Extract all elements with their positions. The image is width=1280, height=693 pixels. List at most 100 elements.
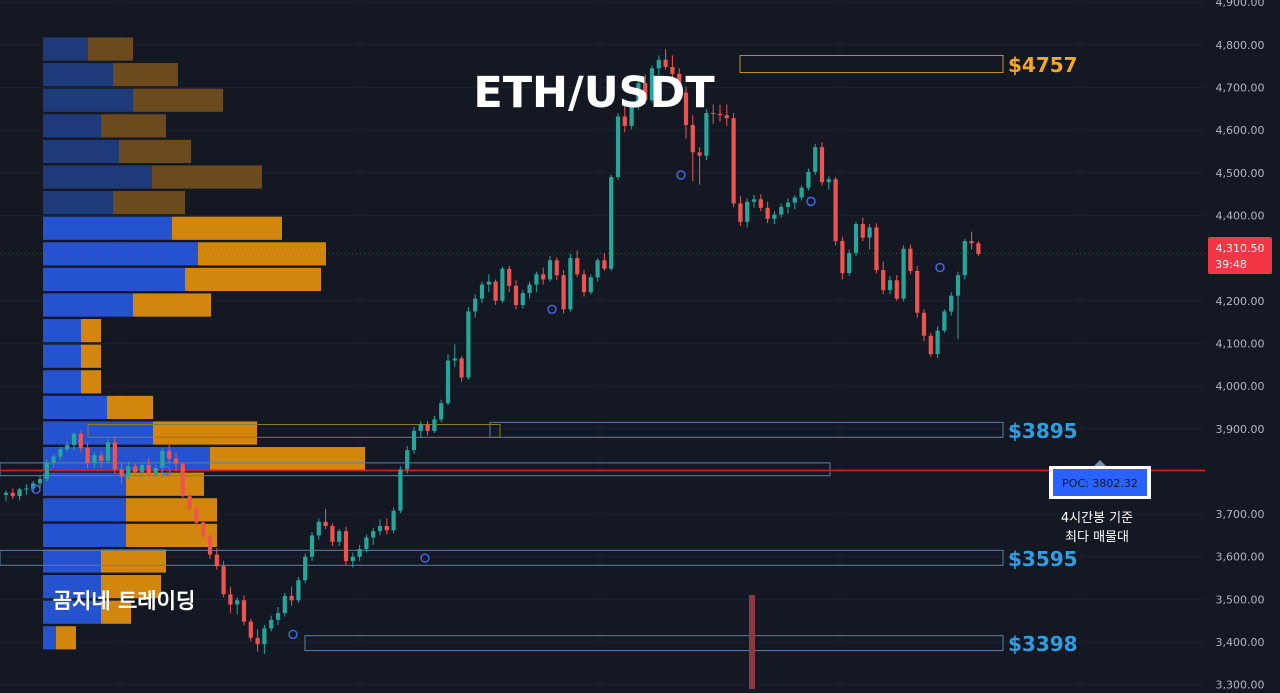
- candle-body: [595, 260, 600, 278]
- profile-sell-bar-21: [101, 575, 161, 599]
- candle-body: [554, 260, 559, 276]
- candle-body: [588, 277, 593, 293]
- profile-sell-bar-10: [133, 293, 211, 317]
- candle-body: [357, 549, 362, 557]
- candle-body: [146, 465, 151, 475]
- y-tick-label: 4,500.00: [1216, 167, 1265, 180]
- profile-buy-bar-0: [43, 37, 88, 61]
- candle-body: [255, 637, 260, 645]
- candle-body: [214, 554, 219, 567]
- candle-body: [819, 147, 825, 183]
- candle-body: [942, 311, 947, 331]
- candle-body: [609, 177, 614, 269]
- candle-body: [445, 360, 451, 404]
- candle-body: [629, 106, 634, 126]
- candle-body: [813, 147, 818, 172]
- current-price-label: 4,310.50: [1216, 242, 1265, 255]
- profile-sell-bar-22: [101, 600, 131, 624]
- candle-body: [826, 179, 831, 183]
- candle-body: [751, 199, 757, 202]
- candle-body: [391, 510, 396, 531]
- current-price-badge: 4,310.50 39:48: [1208, 237, 1272, 274]
- candle-body: [24, 488, 29, 490]
- y-tick-label: 4,700.00: [1216, 81, 1265, 94]
- signal-marker-5: [676, 170, 686, 180]
- profile-buy-bar-1: [43, 63, 113, 87]
- profile-buy-bar-21: [43, 575, 101, 599]
- watermark-text: 곰지네 트레이딩: [53, 589, 196, 613]
- candle-body: [51, 456, 56, 463]
- candle-body: [527, 284, 532, 294]
- candle-body: [112, 442, 117, 470]
- candle-body: [377, 526, 383, 532]
- volume-spike-bar: [749, 595, 755, 689]
- profile-buy-bar-18: [43, 498, 126, 522]
- candle-body: [78, 433, 83, 448]
- candle-body: [581, 274, 587, 293]
- candlesticks: [3, 49, 981, 655]
- candle-body: [160, 450, 165, 469]
- candle-body: [37, 479, 43, 484]
- candle-body: [500, 268, 505, 301]
- candle-body: [221, 566, 226, 595]
- profile-sell-bar-14: [107, 395, 153, 420]
- price-axis: 4,900.00 4,800.00 4,700.00 4,600.00 4,500.00…: [1216, 0, 1265, 692]
- candle-body: [3, 492, 9, 495]
- y-tick-label: 4,100.00: [1216, 337, 1265, 350]
- candle-body: [792, 197, 797, 203]
- candle-body: [697, 152, 702, 156]
- candle-body: [711, 113, 716, 115]
- candle-body: [704, 113, 709, 156]
- poc-pointer: [1094, 460, 1106, 466]
- candle-body: [507, 268, 512, 286]
- profile-buy-bar-7: [43, 216, 172, 240]
- profile-sell-bar-7: [172, 216, 282, 240]
- profile-buy-bar-19: [43, 523, 126, 548]
- signal-marker-6: [806, 196, 816, 207]
- candle-body: [976, 243, 981, 254]
- profile-sell-bar-6: [113, 191, 185, 215]
- candle-body: [962, 241, 967, 276]
- y-tick-label: 3,700.00: [1216, 508, 1265, 521]
- candle-body: [915, 270, 920, 313]
- candle-body: [411, 430, 417, 451]
- candle-body: [758, 199, 763, 208]
- profile-buy-bar-13: [43, 370, 81, 394]
- candle-body: [194, 508, 199, 523]
- profile-sell-bar-15: [153, 421, 257, 445]
- poc-note-line1: 4시간봉 기준: [1061, 511, 1133, 526]
- candle-body: [241, 600, 247, 622]
- candle-body: [765, 207, 770, 219]
- profile-buy-bar-20: [43, 549, 101, 573]
- level-zone-1: [489, 421, 1004, 438]
- candle-body: [493, 281, 498, 301]
- candle-body: [282, 595, 287, 614]
- candle-body: [119, 469, 124, 477]
- candle-body: [65, 444, 70, 450]
- profile-sell-bar-11: [81, 319, 101, 343]
- candle-body: [656, 59, 661, 69]
- candle-body: [541, 274, 546, 280]
- candle-body: [262, 628, 267, 645]
- support-resistance-zones: $4757 $3895 $3595 $3398: [0, 53, 1078, 656]
- level-label-0: $4757: [1008, 53, 1078, 77]
- candle-body: [180, 463, 185, 497]
- candle-body: [690, 125, 695, 153]
- candle-body: [153, 468, 158, 475]
- candle-body: [466, 311, 471, 378]
- candle-body: [105, 442, 111, 461]
- y-tick-label: 4,800.00: [1216, 39, 1265, 52]
- level-zone-3: [304, 635, 1004, 652]
- profile-buy-bar-4: [43, 139, 119, 164]
- candle-body: [99, 455, 104, 461]
- candle-body: [908, 248, 913, 271]
- candle-body: [738, 203, 743, 222]
- profile-buy-bar-9: [43, 267, 185, 292]
- candle-body: [323, 521, 328, 527]
- level-label-3: $3398: [1008, 632, 1078, 656]
- profile-sell-bar-3: [101, 114, 166, 138]
- candle-body: [10, 492, 15, 497]
- candle-body: [296, 580, 301, 601]
- candle-body: [486, 281, 491, 285]
